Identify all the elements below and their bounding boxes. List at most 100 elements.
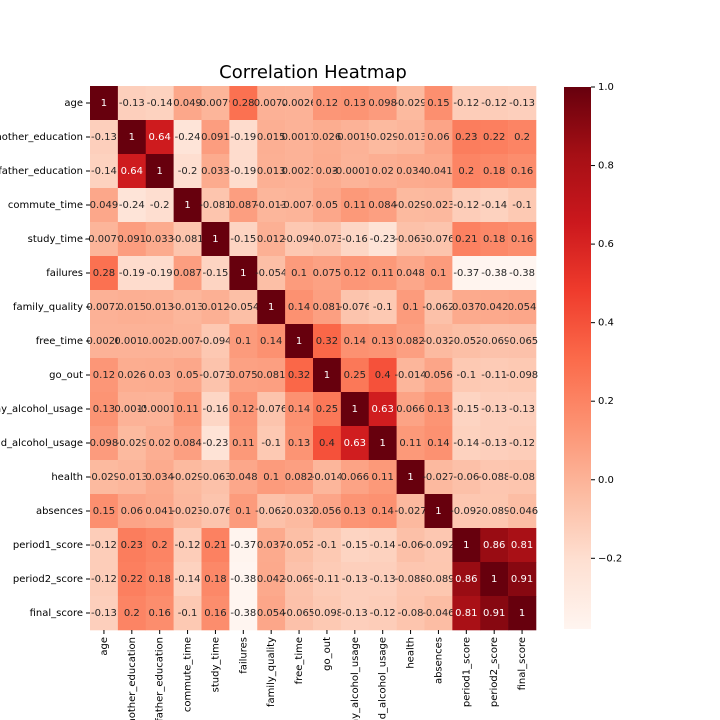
heatmap-cell: [201, 256, 230, 291]
x-tick-label: go_out: [322, 637, 333, 671]
cell-label: -0.14: [481, 200, 507, 211]
heatmap-cell: [117, 154, 147, 189]
heatmap-cell: [229, 222, 258, 257]
heatmap-cell: [424, 86, 453, 121]
cell-label: -0.029: [88, 472, 120, 483]
heatmap-cell: [257, 494, 286, 529]
heatmap-cell: [340, 222, 370, 257]
cell-label: 0.037: [452, 302, 481, 313]
cell-label: 0.081: [257, 370, 286, 381]
heatmap-cell: [313, 86, 342, 121]
cell-label: -0.24: [119, 200, 145, 211]
cell-label: -0.14: [175, 574, 201, 585]
heatmap-cell: [285, 426, 314, 461]
heatmap-cell: [257, 256, 286, 291]
cell-label: 0.091: [117, 234, 146, 245]
cell-label: 0.03: [149, 370, 171, 381]
heatmap-cell: [145, 154, 174, 189]
cell-label: -0.065: [506, 336, 538, 347]
cell-label: 1: [519, 608, 525, 619]
x-tick-label: health: [406, 637, 417, 669]
cell-label: 0.28: [93, 268, 115, 279]
cell-label: 0.14: [372, 506, 394, 517]
heatmap-cell: [201, 596, 230, 631]
heatmap-cell: [452, 188, 481, 223]
cell-label: 1: [435, 506, 441, 517]
heatmap-cell: [145, 86, 174, 121]
y-tick-label: absences: [36, 506, 83, 517]
heatmap-cell: [90, 460, 119, 495]
cell-label: 1: [157, 166, 163, 177]
heatmap-cell: [229, 324, 258, 359]
heatmap-cell: [508, 120, 537, 155]
heatmap-cell: [368, 256, 397, 291]
heatmap-cell: [480, 324, 509, 359]
cell-label: 0.11: [176, 404, 198, 415]
heatmap-cell: [229, 528, 258, 563]
heatmap-cell: [257, 290, 286, 325]
cell-label: -0.073: [199, 370, 231, 381]
cell-label: -0.37: [453, 268, 479, 279]
heatmap-cell: [452, 494, 481, 529]
cell-label: 0.084: [173, 438, 202, 449]
cell-label: 0.1: [403, 302, 419, 313]
cell-label: 0.86: [455, 574, 477, 585]
cell-label: 1: [407, 472, 413, 483]
heatmap-cell: [173, 256, 202, 291]
heatmap-cell: [117, 426, 147, 461]
cell-label: -0.023: [171, 506, 203, 517]
heatmap-cell: [396, 86, 425, 121]
heatmap-cell: [90, 256, 119, 291]
heatmap-cell: [508, 596, 537, 631]
cell-label: -0.013: [394, 132, 426, 143]
heatmap-cell: [396, 562, 425, 597]
cell-label: 0.28: [232, 98, 254, 109]
cell-label: 0.075: [313, 268, 342, 279]
y-tick-label: health: [51, 472, 83, 483]
cell-label: 1: [240, 268, 246, 279]
heatmap-cell: [424, 120, 453, 155]
heatmap-cell: [117, 460, 147, 495]
cell-label: -0.08: [509, 472, 535, 483]
cell-label: -0.19: [230, 166, 256, 177]
cell-label: 0.0015: [337, 132, 372, 143]
cell-label: 1: [212, 234, 218, 245]
cell-label: -0.11: [481, 370, 507, 381]
heatmap-cell: [340, 358, 370, 393]
cell-label: 0.25: [316, 404, 338, 415]
heatmap-cell: [145, 562, 174, 597]
heatmap-cell: [257, 324, 286, 359]
cell-label: -0.063: [199, 472, 231, 483]
heatmap-cell: [285, 256, 314, 291]
heatmap-cell: [452, 256, 481, 291]
cell-label: -0.23: [370, 234, 396, 245]
cell-label: 0.1: [291, 268, 307, 279]
cell-label: -0.1: [512, 200, 532, 211]
x-tick-label: family_quality: [266, 637, 277, 707]
heatmap-cell: [480, 290, 509, 325]
cell-label: -0.16: [342, 234, 368, 245]
heatmap-cell: [424, 460, 453, 495]
heatmap-cell: [285, 154, 314, 189]
heatmap-cell: [90, 222, 119, 257]
x-tick-label: father_education: [155, 637, 166, 720]
heatmap-cell: [480, 222, 509, 257]
heatmap-cell: [368, 392, 397, 427]
heatmap-cell: [424, 358, 453, 393]
heatmap-cell: [145, 494, 174, 529]
cell-label: 0.13: [344, 506, 366, 517]
heatmap-cell: [173, 426, 202, 461]
cell-label: 1: [129, 132, 135, 143]
heatmap-cell: [424, 188, 453, 223]
heatmap-cell: [452, 392, 481, 427]
cell-label: 0.0021: [142, 336, 177, 347]
heatmap-cell: [229, 392, 258, 427]
heatmap-cell: [452, 460, 481, 495]
cell-label: 0.05: [176, 370, 198, 381]
cell-label: 0.4: [319, 438, 335, 449]
heatmap-cell: [201, 86, 230, 121]
cell-label: -0.2: [150, 200, 170, 211]
heatmap-cell: [368, 324, 397, 359]
heatmap-cell: [452, 324, 481, 359]
cell-label: -0.23: [203, 438, 229, 449]
